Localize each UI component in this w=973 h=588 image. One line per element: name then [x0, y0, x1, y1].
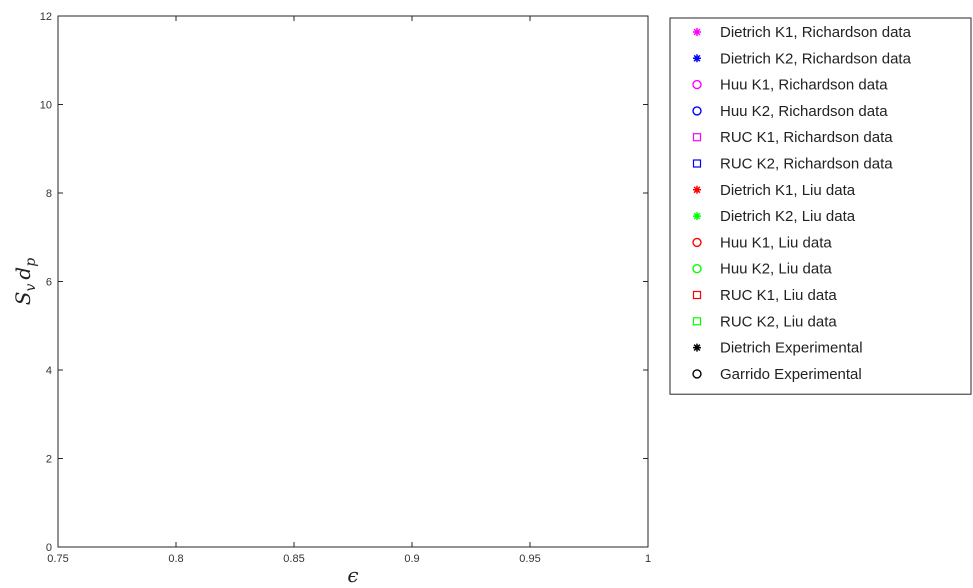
axes-box — [57, 15, 649, 548]
y-tick-label: 6 — [46, 277, 52, 289]
legend-item: Dietrich K2, Richardson data — [693, 50, 912, 67]
legend-item: Garrido Experimental — [692, 366, 862, 383]
legend-label: Dietrich K1, Richardson data — [720, 24, 912, 41]
legend-item: RUC K2, Liu data — [692, 313, 837, 330]
legend-marker — [692, 133, 702, 142]
legend-box — [669, 17, 972, 395]
x-tick-label: 1 — [645, 553, 651, 565]
y-tick-label: 2 — [46, 454, 52, 466]
y-tick-label: 4 — [46, 365, 52, 377]
legend-marker — [692, 79, 702, 90]
legend-label: Huu K1, Liu data — [720, 234, 832, 251]
x-tick-label: 0.85 — [283, 553, 304, 565]
legend-label: Huu K2, Richardson data — [720, 103, 888, 120]
legend-label: Dietrich K2, Richardson data — [720, 50, 912, 67]
legend-marker — [692, 237, 702, 248]
x-axis-label: ϵ — [347, 563, 358, 587]
legend-item: RUC K2, Richardson data — [692, 156, 893, 173]
legend-label: RUC K2, Liu data — [720, 313, 837, 330]
legend-item: RUC K1, Liu data — [692, 287, 837, 304]
x-tick-label: 0.75 — [47, 553, 68, 565]
legend-marker — [692, 290, 702, 300]
x-tick-label: 0.95 — [519, 553, 540, 565]
legend-label: Garrido Experimental — [720, 366, 862, 383]
legend-marker — [693, 28, 701, 36]
legend-marker — [692, 317, 702, 326]
legend-marker — [693, 54, 701, 63]
legend-marker — [692, 264, 702, 274]
legend-item: Huu K1, Liu data — [692, 234, 832, 251]
y-tick-label: 12 — [40, 11, 52, 23]
legend-item: Dietrich K1, Liu data — [693, 182, 856, 199]
y-tick-label: 10 — [40, 100, 52, 112]
legend-item: Dietrich Experimental — [693, 340, 863, 357]
x-tick-label: 0.9 — [404, 553, 419, 565]
legend-label: Huu K1, Richardson data — [720, 77, 888, 94]
legend-label: RUC K2, Richardson data — [720, 156, 893, 173]
y-tick-label: 0 — [46, 542, 52, 554]
legend-item: Dietrich K2, Liu data — [693, 208, 856, 225]
legend-label: RUC K1, Richardson data — [720, 129, 893, 146]
x-tick-label: 0.8 — [168, 553, 183, 565]
legend-marker — [692, 159, 702, 168]
legend-label: Dietrich K1, Liu data — [720, 182, 856, 199]
legend-marker — [692, 369, 702, 379]
legend-marker — [692, 106, 702, 116]
legend-marker — [693, 343, 701, 352]
legend-item: RUC K1, Richardson data — [692, 129, 893, 146]
legend-label: RUC K1, Liu data — [720, 287, 837, 304]
y-axis-label: Sv dp — [11, 258, 39, 305]
legend-item: Dietrich K1, Richardson data — [693, 24, 912, 41]
legend-label: Dietrich K2, Liu data — [720, 208, 856, 225]
legend-item: Huu K2, Richardson data — [692, 103, 888, 120]
legend-label: Huu K2, Liu data — [720, 261, 832, 278]
y-tick-label: 8 — [46, 188, 52, 200]
legend: Dietrich K1, Richardson data Dietrich K2,… — [669, 17, 972, 395]
legend-marker — [693, 212, 701, 221]
legend-item: Huu K2, Liu data — [692, 261, 832, 278]
legend-item: Huu K1, Richardson data — [692, 77, 888, 94]
legend-marker — [693, 185, 701, 194]
legend-label: Dietrich Experimental — [720, 340, 863, 357]
